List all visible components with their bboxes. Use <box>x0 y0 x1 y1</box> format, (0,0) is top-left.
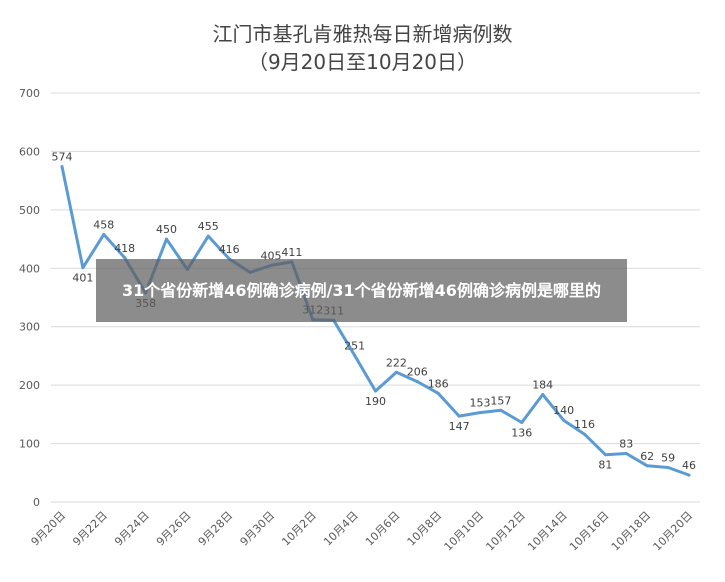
data-label: 62 <box>640 450 654 463</box>
x-tick-label: 10月16日 <box>567 509 612 554</box>
overlay-banner: 31个省份新增46例确诊病例/31个省份新增46例确诊病例是哪里的 <box>96 259 627 322</box>
x-tick-label: 10月2日 <box>279 509 319 549</box>
data-label: 190 <box>365 395 386 408</box>
data-label: 46 <box>682 459 696 472</box>
data-label: 147 <box>449 420 470 433</box>
overlay-text: 31个省份新增46例确诊病例/31个省份新增46例确诊病例是哪里的 <box>122 281 601 300</box>
data-point <box>81 266 85 270</box>
data-point <box>206 234 210 238</box>
data-label: 206 <box>407 366 428 379</box>
data-label: 157 <box>490 394 511 407</box>
data-point <box>394 370 398 374</box>
data-label: 222 <box>386 356 407 369</box>
x-tick-label: 10月20日 <box>651 509 696 554</box>
x-tick-label: 10月6日 <box>363 509 403 549</box>
data-point <box>541 392 545 396</box>
data-point <box>645 464 649 468</box>
data-point <box>562 418 566 422</box>
x-tick-label: 10月8日 <box>405 509 445 549</box>
data-point <box>666 466 670 470</box>
data-point <box>415 380 419 384</box>
x-tick-label: 10月12日 <box>483 509 528 554</box>
data-label: 83 <box>619 438 633 451</box>
data-label: 153 <box>470 397 491 410</box>
chart-subtitle: （9月20日至10月20日） <box>247 50 478 74</box>
data-label: 116 <box>574 418 595 431</box>
x-tick-label: 10月14日 <box>525 509 570 554</box>
x-tick-label: 9月30日 <box>238 509 278 549</box>
data-label: 59 <box>661 452 675 465</box>
data-label: 458 <box>93 218 114 231</box>
x-tick-label: 10月4日 <box>321 509 361 549</box>
y-tick-label: 500 <box>19 204 40 217</box>
data-label: 251 <box>344 339 365 352</box>
x-tick-label: 9月22日 <box>70 509 110 549</box>
data-label: 136 <box>511 427 532 440</box>
y-tick-label: 700 <box>19 87 40 100</box>
y-tick-label: 400 <box>19 262 40 275</box>
data-label: 140 <box>553 404 574 417</box>
y-tick-label: 200 <box>19 379 40 392</box>
data-point <box>457 414 461 418</box>
data-point <box>520 421 524 425</box>
x-tick-label: 9月20日 <box>29 509 69 549</box>
y-tick-label: 0 <box>33 496 40 509</box>
data-point <box>603 453 607 457</box>
data-point <box>436 391 440 395</box>
y-tick-labels: 0 100 200 300 400 500 600 700 <box>19 87 40 509</box>
data-point <box>478 411 482 415</box>
x-tick-label: 10月10日 <box>442 509 487 554</box>
x-tick-label: 9月26日 <box>154 509 194 549</box>
data-label: 574 <box>52 151 73 164</box>
y-tick-label: 600 <box>19 145 40 158</box>
data-label: 186 <box>428 377 449 390</box>
data-point <box>687 473 691 477</box>
data-point <box>624 452 628 456</box>
data-label: 401 <box>72 272 93 285</box>
data-label: 81 <box>598 459 612 472</box>
data-label: 418 <box>114 242 135 255</box>
data-point <box>583 432 586 436</box>
data-point <box>123 256 127 260</box>
data-point <box>60 165 64 169</box>
y-tick-label: 300 <box>19 321 40 334</box>
x-tick-labels: 9月20日 9月22日 9月24日 9月26日 9月28日 9月30日 10月2日 10月4日… <box>29 509 696 554</box>
x-tick-label: 9月24日 <box>112 509 152 549</box>
data-point <box>499 408 503 412</box>
data-label: 455 <box>198 220 219 233</box>
chart-title: 江门市基孔肯雅热每日新增病例数 <box>212 22 513 46</box>
data-label: 416 <box>219 243 240 256</box>
x-tick-label: 9月28日 <box>196 509 236 549</box>
data-point <box>353 353 357 357</box>
data-point <box>165 237 168 241</box>
data-label: 411 <box>281 246 302 259</box>
data-label: 184 <box>532 378 553 391</box>
x-tick-label: 10月18日 <box>609 509 654 554</box>
data-point <box>102 232 106 236</box>
data-point <box>374 389 377 393</box>
data-label: 450 <box>156 223 177 236</box>
y-tick-label: 100 <box>19 438 40 451</box>
